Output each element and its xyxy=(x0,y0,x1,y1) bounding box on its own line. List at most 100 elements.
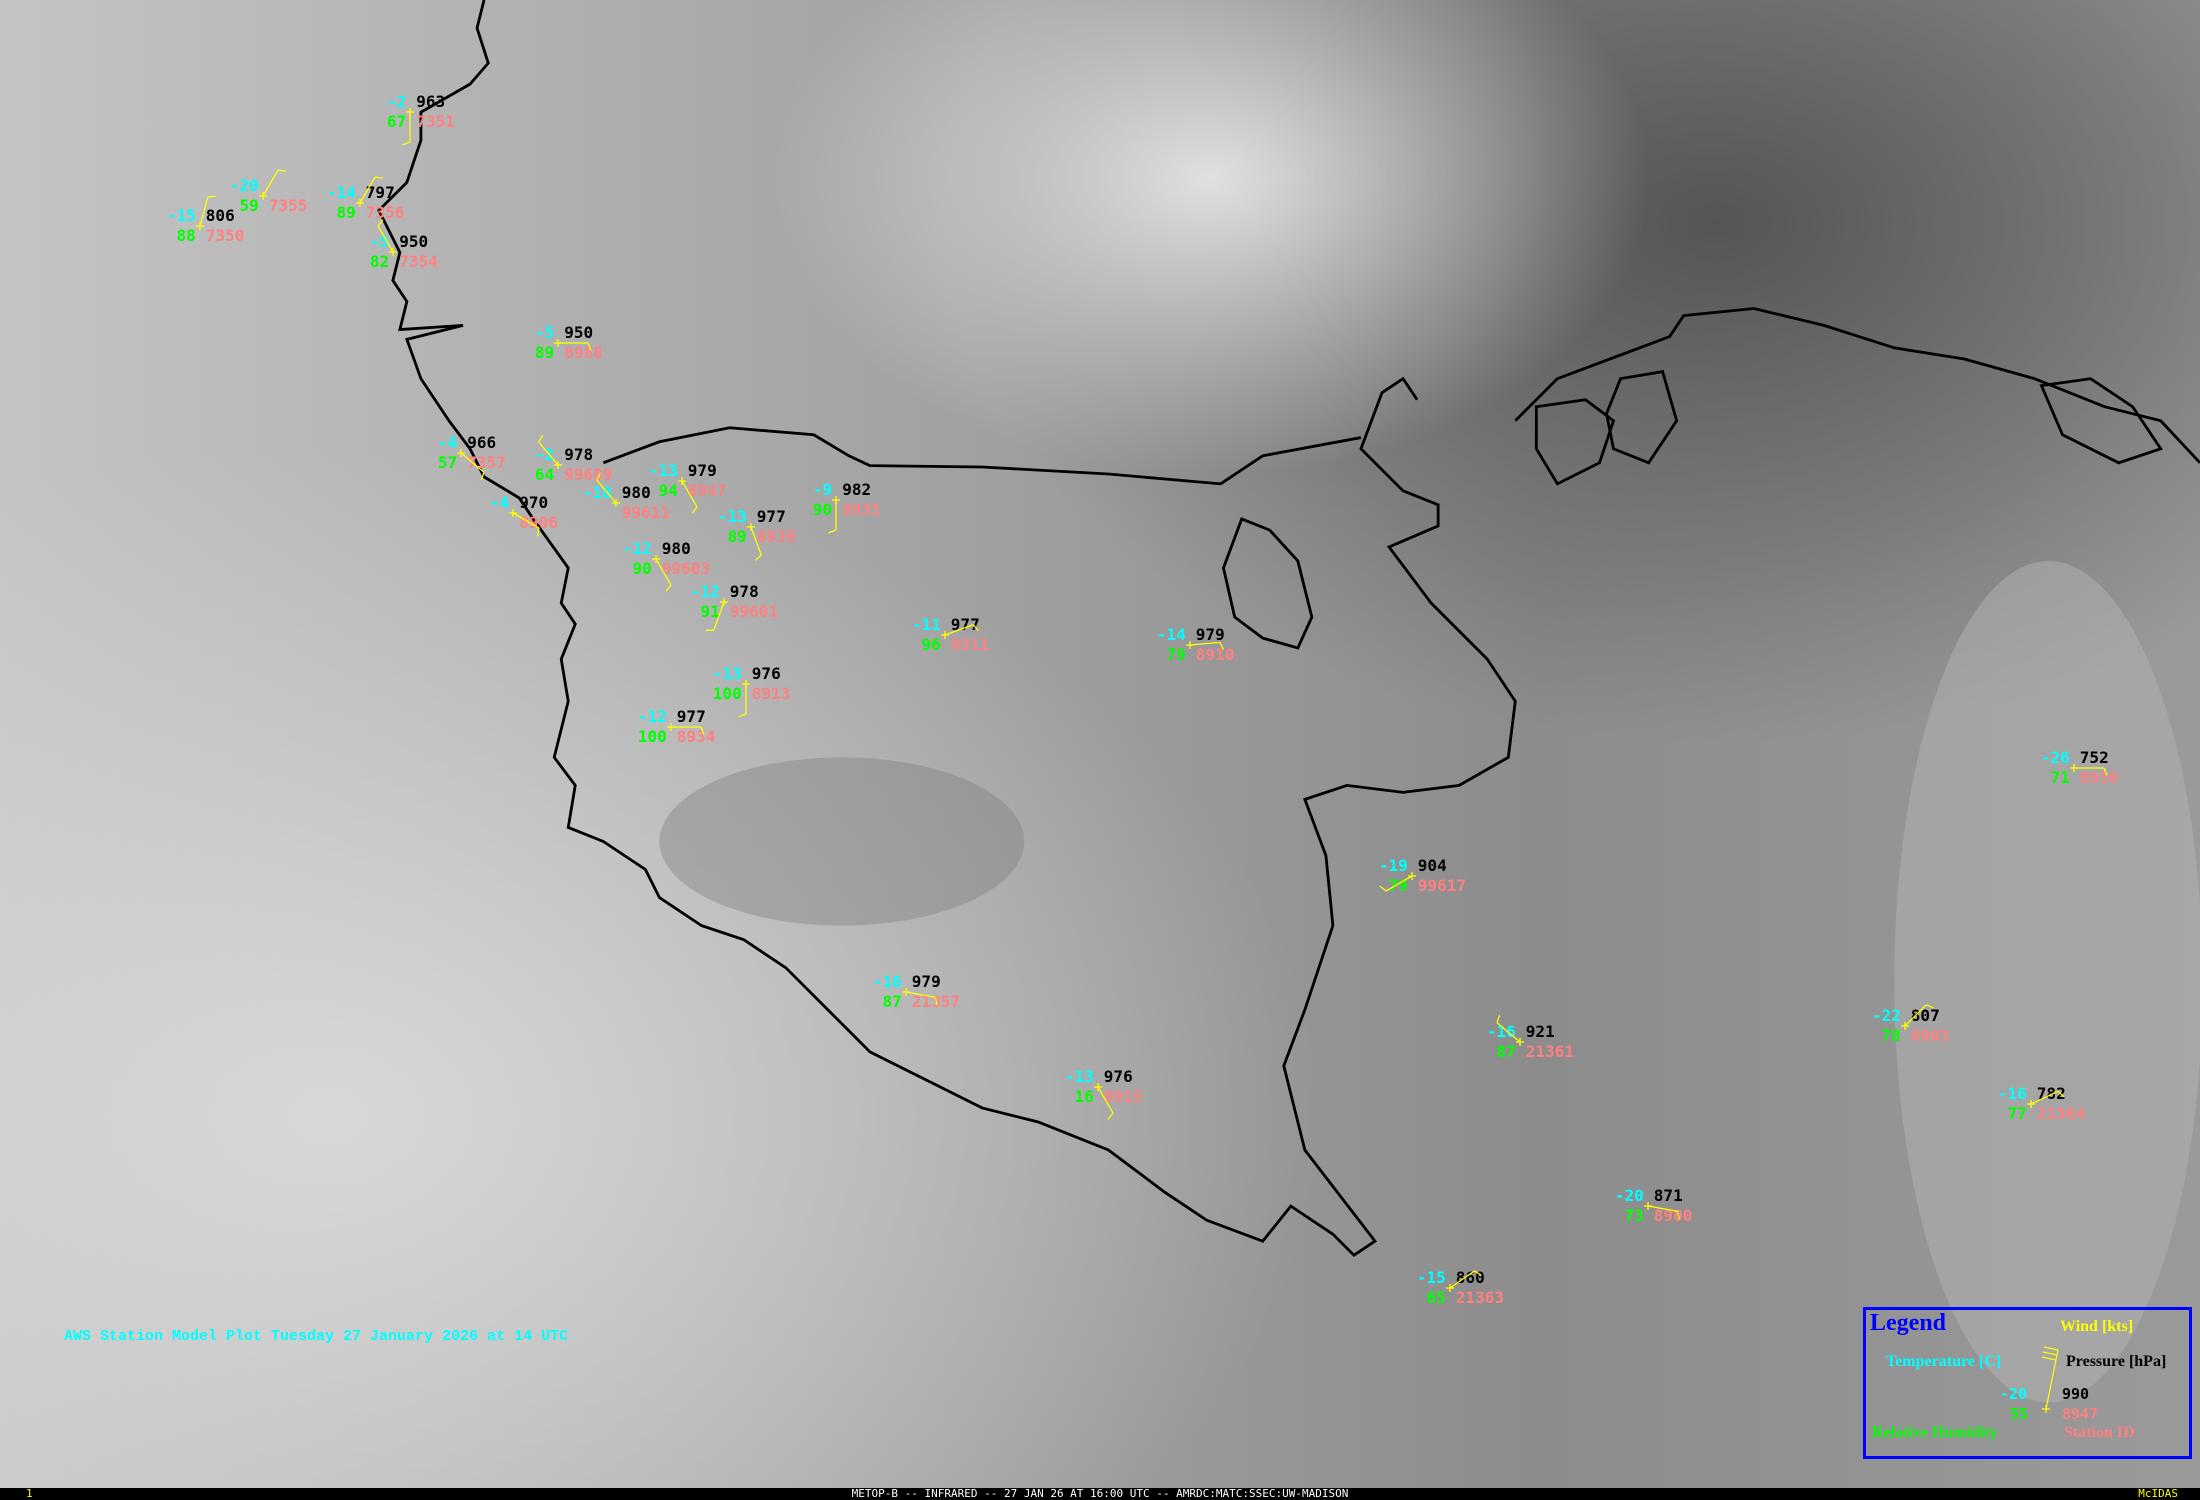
station-id: 99609 xyxy=(564,465,613,484)
station-id: 7356 xyxy=(365,203,405,222)
station-pressure: 950 xyxy=(399,232,429,251)
station-temperature: -4 xyxy=(437,433,458,452)
wind-barb-icon xyxy=(940,624,979,639)
legend-example-id: 8947 xyxy=(2062,1405,2099,1423)
station-id: 7351 xyxy=(416,112,455,131)
station-humidity: 100 xyxy=(637,727,667,746)
legend-title: Legend xyxy=(1870,1310,1947,1336)
station-humidity: 87 xyxy=(882,992,902,1011)
station-humidity: 16 xyxy=(1074,1087,1094,1106)
station-id: 8910 xyxy=(1195,645,1235,664)
station-humidity: 89 xyxy=(336,203,356,222)
station-pressure: 963 xyxy=(416,92,446,111)
legend-pressure-label: Pressure [hPa] xyxy=(2066,1353,2167,1370)
station-pressure: 976 xyxy=(751,664,781,683)
station-temperature: -15 xyxy=(1416,1268,1446,1287)
legend-wind-label: Wind [kts] xyxy=(2060,1318,2134,1335)
station-pressure: 871 xyxy=(1653,1186,1683,1205)
station-pressure: 976 xyxy=(1103,1067,1133,1086)
station-humidity: 65 xyxy=(1426,1288,1446,1307)
wind-barb-icon xyxy=(1185,641,1224,650)
station-temperature: -19 xyxy=(1378,856,1408,875)
frame-number: 1 xyxy=(26,1487,33,1500)
station-pressure: 982 xyxy=(842,480,872,499)
station-id: 7357 xyxy=(467,453,506,472)
wind-barb-icon xyxy=(258,169,286,200)
station-temperature: -16 xyxy=(1486,1022,1516,1041)
station-id: 99603 xyxy=(661,559,710,578)
station-id: 8915 xyxy=(1103,1087,1143,1106)
image-title: METOP-B -- INFRARED -- 27 JAN 26 AT 16:0… xyxy=(851,1487,1349,1500)
station-temperature: -12 xyxy=(690,582,720,601)
station-id: 21363 xyxy=(1455,1288,1504,1307)
station-id: 8913 xyxy=(751,684,791,703)
wind-barb-icon xyxy=(457,449,485,481)
wind-barb-icon xyxy=(195,195,216,230)
station-humidity: 78 xyxy=(1881,1026,1901,1045)
station-pressure: 980 xyxy=(621,483,651,502)
station-temperature: -15 xyxy=(166,206,196,225)
station-temperature: -22 xyxy=(1871,1006,1901,1025)
wind-barb-icon xyxy=(828,496,841,534)
station-pressure: 977 xyxy=(950,615,980,634)
station-temperature: -5 xyxy=(534,323,555,342)
wind-barb-icon xyxy=(554,339,592,351)
station-id: 8939 xyxy=(756,527,796,546)
wind-barb-icon xyxy=(738,680,750,718)
station-humidity: 94 xyxy=(658,481,678,500)
station-pressure: 977 xyxy=(676,707,706,726)
wind-barb-icon xyxy=(402,108,415,146)
station-temperature: -12 xyxy=(637,707,667,726)
legend-example-rh: 55 xyxy=(2010,1405,2029,1423)
station-temperature: -20 xyxy=(1614,1186,1644,1205)
station-humidity: 79 xyxy=(1166,645,1186,664)
wind-barb-icon xyxy=(1643,1202,1680,1220)
station-humidity: 73 xyxy=(1624,1206,1644,1225)
station-pressure: 950 xyxy=(564,323,594,342)
station-pressure: 966 xyxy=(467,433,497,452)
wind-barb-icon xyxy=(666,723,705,735)
station-humidity: 90 xyxy=(812,500,833,519)
station-humidity: 71 xyxy=(2050,768,2070,787)
station-humidity: 90 xyxy=(632,559,652,578)
station-id: 8934 xyxy=(676,727,716,746)
station-temperature: -12 xyxy=(622,539,652,558)
station-temperature: -13 xyxy=(717,507,747,526)
wind-barb-icon xyxy=(2041,1346,2059,1413)
wind-barb-icon xyxy=(538,434,563,469)
station-pressure: 797 xyxy=(365,183,395,202)
legend-temperature-label: Temperature [C] xyxy=(1886,1353,2002,1370)
station-id: 8906 xyxy=(519,513,558,532)
legend-example-pressure: 990 xyxy=(2062,1385,2090,1403)
station-id: 7350 xyxy=(205,226,245,245)
station-pressure: 980 xyxy=(661,539,691,558)
wind-barb-icon xyxy=(1379,872,1416,892)
station-humidity: 67 xyxy=(386,112,407,131)
station-humidity: 89 xyxy=(534,343,555,362)
station-temperature: -16 xyxy=(872,972,902,991)
station-temperature: -9 xyxy=(812,480,833,499)
station-id: 8988 xyxy=(564,343,603,362)
wind-barb-icon xyxy=(746,523,762,561)
station-pressure: 806 xyxy=(205,206,235,225)
station-humidity: 57 xyxy=(437,453,458,472)
station-temperature: -11 xyxy=(911,615,941,634)
coastline xyxy=(377,0,2200,1257)
wind-barb-icon xyxy=(1445,1270,1482,1292)
wind-barb-icon xyxy=(1496,1014,1524,1046)
station-temperature: -20 xyxy=(229,176,259,195)
station-humidity: 100 xyxy=(712,684,742,703)
station-id: 8931 xyxy=(842,500,881,519)
station-temperature: -14 xyxy=(326,183,356,202)
station-humidity: 59 xyxy=(239,196,259,215)
station-id: 8903 xyxy=(1910,1026,1950,1045)
station-id: 8900 xyxy=(1653,1206,1693,1225)
station-id: 8911 xyxy=(950,635,990,654)
station-pressure: 807 xyxy=(1910,1006,1940,1025)
wind-barb-icon xyxy=(355,176,383,207)
station-pressure: 904 xyxy=(1417,856,1447,875)
software-label: McIDAS xyxy=(2138,1487,2178,1500)
station-id: 7354 xyxy=(399,252,438,271)
station-pressure: 979 xyxy=(687,461,717,480)
legend-example-temp: -20 xyxy=(2000,1385,2028,1403)
